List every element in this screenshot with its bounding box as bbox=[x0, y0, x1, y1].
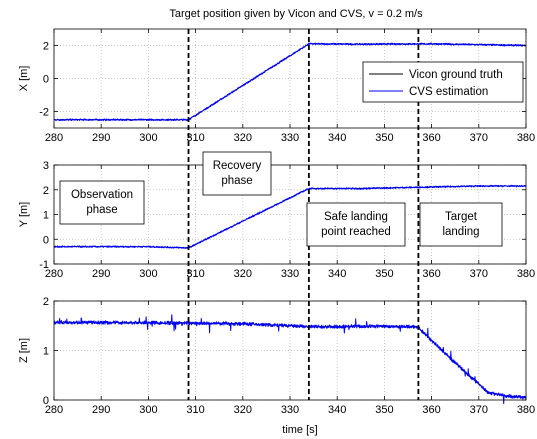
x-tick-label: 290 bbox=[92, 132, 110, 144]
cvs-estimation-line bbox=[53, 184, 527, 249]
y-tick-label: 0 bbox=[43, 234, 49, 246]
x-tick-label: 310 bbox=[186, 268, 204, 280]
x-tick-label: 370 bbox=[470, 404, 488, 416]
y-tick-label: 2 bbox=[43, 296, 49, 308]
x-tick-label: 330 bbox=[281, 132, 299, 144]
y-tick-label: 0 bbox=[43, 74, 49, 86]
x-tick-label: 360 bbox=[422, 268, 440, 280]
x-tick-label: 280 bbox=[45, 268, 63, 280]
y-axis-label: X [m] bbox=[18, 66, 30, 92]
x-tick-label: 290 bbox=[92, 268, 110, 280]
annotation-box bbox=[59, 180, 145, 225]
legend-entry: CVS estimation bbox=[409, 86, 488, 98]
cvs-estimation-line bbox=[53, 42, 527, 122]
annotation-text: Safe landing bbox=[324, 211, 388, 223]
annotation-text: Target bbox=[445, 211, 478, 223]
x-axis-label: time [s] bbox=[282, 424, 317, 436]
annotation-text: phase bbox=[221, 175, 252, 187]
legend-entry: Vicon ground truth bbox=[409, 69, 503, 81]
x-tick-label: 340 bbox=[328, 132, 346, 144]
x-tick-label: 350 bbox=[375, 132, 393, 144]
x-tick-label: 340 bbox=[328, 268, 346, 280]
legend: Vicon ground truth CVS estimation bbox=[362, 61, 524, 103]
x-tick-label: 300 bbox=[139, 132, 157, 144]
annotation-box bbox=[419, 202, 503, 247]
x-tick-label: 370 bbox=[470, 268, 488, 280]
cvs-estimation-line bbox=[53, 314, 527, 405]
x-tick-label: 300 bbox=[139, 404, 157, 416]
y-axis-label: Z [m] bbox=[18, 338, 30, 363]
annotation-box bbox=[202, 151, 272, 196]
x-tick-label: 330 bbox=[281, 268, 299, 280]
x-tick-label: 320 bbox=[234, 404, 252, 416]
y-axis-label: Y [m] bbox=[18, 202, 30, 227]
y-tick-label: -1 bbox=[39, 259, 49, 271]
x-tick-label: 320 bbox=[234, 268, 252, 280]
x-tick-label: 350 bbox=[375, 268, 393, 280]
y-tick-label: 0 bbox=[43, 395, 49, 407]
y-tick-label: -2 bbox=[39, 107, 49, 119]
annotation-text: Observation bbox=[71, 189, 133, 201]
x-tick-label: 380 bbox=[517, 404, 535, 416]
legend-box bbox=[362, 61, 524, 103]
x-tick-label: 280 bbox=[45, 404, 63, 416]
x-tick-label: 310 bbox=[186, 132, 204, 144]
x-tick-label: 330 bbox=[281, 404, 299, 416]
annotation-box bbox=[306, 202, 406, 247]
x-tick-label: 340 bbox=[328, 404, 346, 416]
x-tick-label: 310 bbox=[186, 404, 204, 416]
y-tick-label: 3 bbox=[43, 160, 49, 172]
x-tick-label: 320 bbox=[234, 132, 252, 144]
x-tick-label: 380 bbox=[517, 268, 535, 280]
x-tick-label: 370 bbox=[470, 132, 488, 144]
y-tick-label: 1 bbox=[43, 346, 49, 358]
x-tick-label: 350 bbox=[375, 404, 393, 416]
y-tick-label: 2 bbox=[43, 185, 49, 197]
x-tick-label: 360 bbox=[422, 404, 440, 416]
x-tick-label: 290 bbox=[92, 404, 110, 416]
y-tick-label: 2 bbox=[43, 41, 49, 53]
chart-title: Target position given by Vicon and CVS, … bbox=[169, 8, 423, 20]
annotations: Recovery phase Observation phase Safe landin… bbox=[59, 151, 503, 247]
x-tick-label: 360 bbox=[422, 132, 440, 144]
x-tick-label: 380 bbox=[517, 132, 535, 144]
panel-3: 280 290 300 310 320 330 340 350 360 370 380 0 1 2 Z [m… bbox=[18, 296, 535, 416]
annotation-text: Recovery bbox=[213, 160, 262, 172]
annotation-text: phase bbox=[86, 204, 117, 216]
x-tick-label: 300 bbox=[139, 268, 157, 280]
annotation-text: landing bbox=[442, 226, 479, 238]
annotation-text: point reached bbox=[321, 226, 391, 238]
x-tick-label: 280 bbox=[45, 132, 63, 144]
y-tick-label: 1 bbox=[43, 210, 49, 222]
